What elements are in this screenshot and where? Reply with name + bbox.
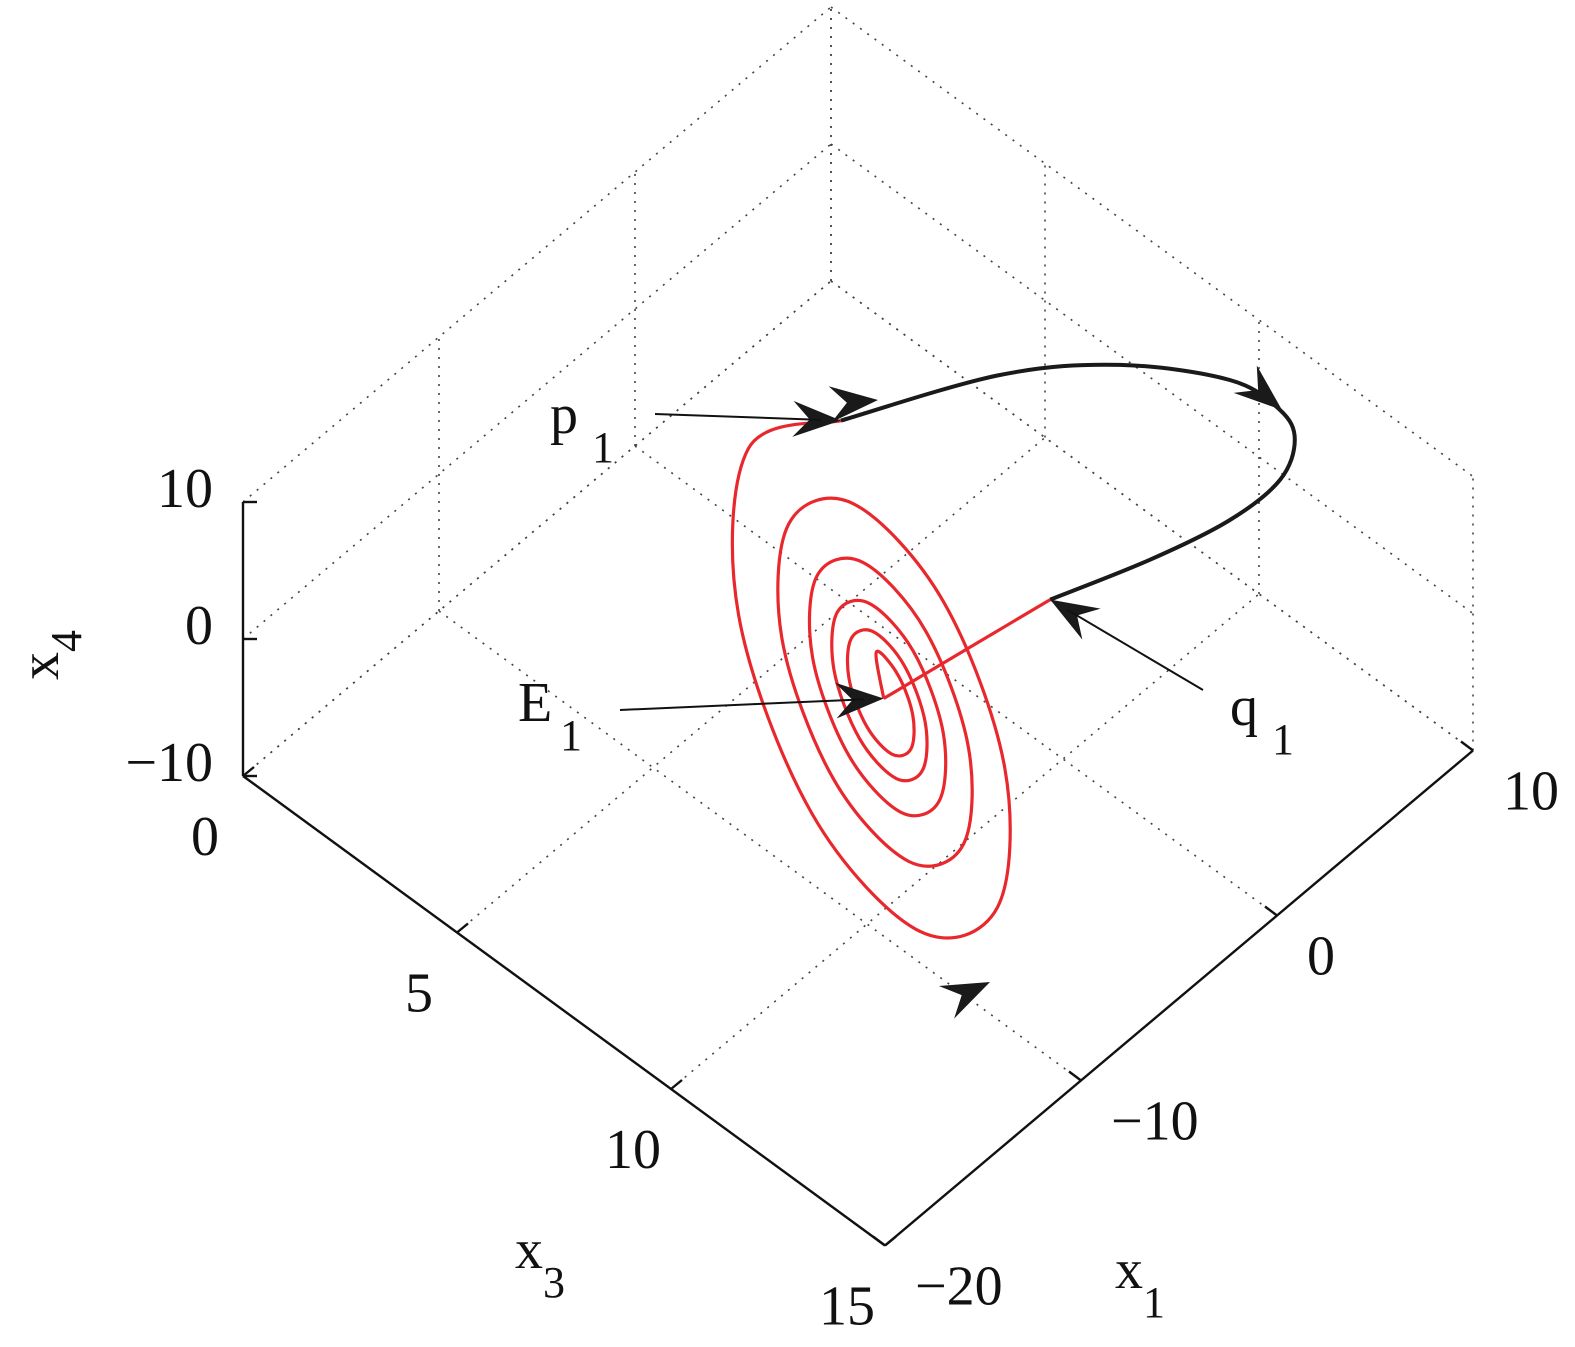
grid-line (242, 6, 832, 503)
tick-mark (1264, 905, 1278, 917)
tick-mark (872, 1235, 886, 1247)
axis-label-text: x (9, 652, 71, 680)
x3-tick-label: 0 (191, 806, 219, 868)
axis-label-text: x (515, 1219, 543, 1281)
tick-mark (884, 1235, 897, 1247)
annotation-arrow (654, 413, 821, 421)
x1-tick-label: −20 (915, 1255, 1003, 1317)
axis-label-sub: 1 (1143, 1278, 1165, 1327)
tick-mark (456, 922, 469, 934)
axis-label-sub: 3 (543, 1258, 565, 1307)
arrowhead (828, 386, 878, 423)
grid-line (634, 445, 1278, 917)
axis-label-sub: 4 (42, 630, 91, 652)
annotation-sub: 1 (560, 711, 582, 760)
axis-label: x1 (1115, 1239, 1165, 1327)
axis-label: x4 (9, 630, 91, 680)
axis-label-text: x (1115, 1239, 1143, 1301)
x3-tick-label: 5 (405, 962, 433, 1024)
grid-line (670, 593, 1260, 1090)
annotation-text: q (1230, 676, 1258, 738)
trajectory (882, 598, 1052, 700)
x3-tick-label: 10 (605, 1119, 661, 1181)
arrowhead (834, 682, 884, 719)
arrowhead (938, 982, 990, 1019)
annotation-text: p (550, 384, 578, 446)
grid-line (830, 143, 1474, 615)
grid (242, 6, 1474, 1247)
x1-tick-label: 10 (1503, 760, 1559, 822)
annotation-sub: 1 (592, 423, 614, 472)
x4-tick-label: 0 (185, 595, 213, 657)
arrowhead (1233, 365, 1282, 410)
grid-line (456, 436, 1046, 934)
x3-tick-label: 15 (819, 1275, 875, 1337)
annotation-arrow (1066, 608, 1204, 691)
trajectory (840, 362, 1297, 602)
grid-line (242, 280, 832, 777)
arrowhead (1050, 599, 1101, 640)
grid-line (830, 6, 1474, 478)
grid-line (830, 280, 1474, 752)
curves (730, 362, 1297, 1019)
tick-mark (1068, 1070, 1082, 1082)
axis-label: x3 (515, 1219, 565, 1307)
tick-mark (1460, 740, 1474, 752)
axis-line (884, 749, 1474, 1247)
tick-mark (242, 766, 255, 777)
axis-line (242, 775, 886, 1247)
x1-tick-label: 0 (1307, 925, 1335, 987)
tick-mark (670, 1079, 683, 1090)
x1-tick-label: −10 (1111, 1090, 1199, 1152)
grid-line (438, 610, 1082, 1082)
annotation-text: E (518, 672, 552, 734)
trajectory (730, 419, 1012, 940)
annotation-sub: 1 (1272, 715, 1294, 764)
annotation-arrow (619, 698, 864, 711)
grid-line (242, 143, 832, 640)
x4-tick-label: −10 (125, 732, 213, 794)
x4-tick-label: 10 (157, 458, 213, 520)
axes (241, 500, 1474, 1247)
